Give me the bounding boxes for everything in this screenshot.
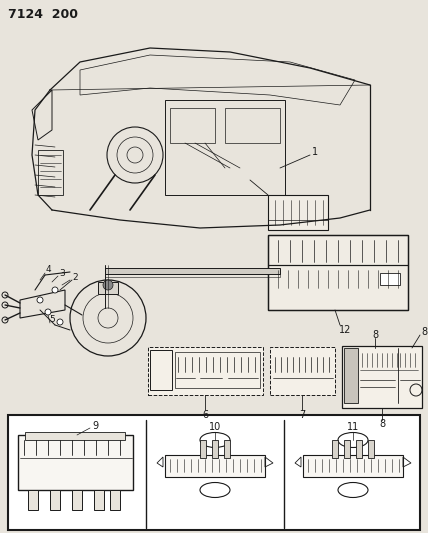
Bar — [150, 350, 172, 390]
Text: 12: 12 — [339, 325, 351, 335]
Bar — [105, 274, 280, 277]
Bar — [225, 108, 280, 143]
Text: 5: 5 — [49, 316, 55, 325]
Bar — [28, 490, 38, 510]
Bar — [268, 265, 408, 310]
Bar — [148, 347, 263, 395]
Bar — [270, 347, 335, 395]
Circle shape — [37, 297, 43, 303]
Circle shape — [45, 309, 51, 315]
Bar — [344, 348, 358, 403]
Bar — [303, 455, 403, 477]
Bar — [98, 282, 118, 294]
Bar — [212, 440, 218, 458]
Bar — [94, 490, 104, 510]
Bar — [165, 455, 265, 477]
Bar — [175, 352, 260, 388]
Bar — [344, 440, 350, 458]
Bar — [25, 432, 125, 440]
Circle shape — [52, 287, 58, 293]
Bar — [165, 100, 285, 195]
Bar — [224, 440, 230, 458]
Bar — [200, 440, 206, 458]
Bar — [332, 440, 338, 458]
Text: 8: 8 — [372, 330, 378, 340]
Text: 2: 2 — [72, 272, 78, 281]
Bar — [50, 490, 60, 510]
Circle shape — [103, 280, 113, 290]
Text: 8: 8 — [379, 419, 385, 429]
Bar — [356, 440, 362, 458]
Text: 3: 3 — [59, 269, 65, 278]
Text: 7: 7 — [299, 410, 305, 420]
Text: 4: 4 — [45, 265, 51, 274]
Text: 7124  200: 7124 200 — [8, 8, 78, 21]
Text: 1: 1 — [312, 147, 318, 157]
Text: 9: 9 — [92, 421, 98, 431]
Bar — [170, 108, 215, 143]
Bar — [268, 235, 408, 310]
Bar — [268, 195, 328, 230]
Bar — [342, 346, 422, 408]
Bar — [380, 273, 400, 285]
Bar — [72, 490, 82, 510]
Bar — [368, 440, 374, 458]
Text: 6: 6 — [202, 410, 208, 420]
Bar — [18, 435, 133, 490]
Bar — [105, 268, 280, 274]
Bar — [110, 490, 120, 510]
Text: 8: 8 — [421, 327, 427, 337]
Circle shape — [57, 319, 63, 325]
Text: 10: 10 — [209, 422, 221, 432]
Bar — [8, 415, 420, 530]
Bar — [38, 150, 63, 195]
Bar — [268, 235, 408, 265]
Text: 11: 11 — [347, 422, 359, 432]
